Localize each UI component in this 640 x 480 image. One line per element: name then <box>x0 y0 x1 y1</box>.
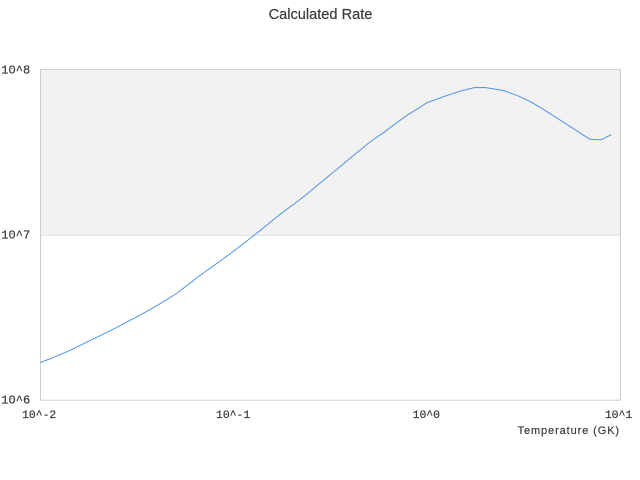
svg-text:10^1: 10^1 <box>605 410 633 422</box>
svg-text:Temperature (GK): Temperature (GK) <box>518 425 620 437</box>
svg-text:10^6: 10^6 <box>1 394 30 408</box>
svg-text:10^0: 10^0 <box>413 410 441 422</box>
svg-text:10^7: 10^7 <box>1 228 30 242</box>
svg-text:10^-2: 10^-2 <box>22 410 56 422</box>
svg-text:10^8: 10^8 <box>1 64 30 78</box>
svg-text:Calculated Rate: Calculated Rate <box>269 7 373 23</box>
svg-text:10^-1: 10^-1 <box>216 410 250 422</box>
